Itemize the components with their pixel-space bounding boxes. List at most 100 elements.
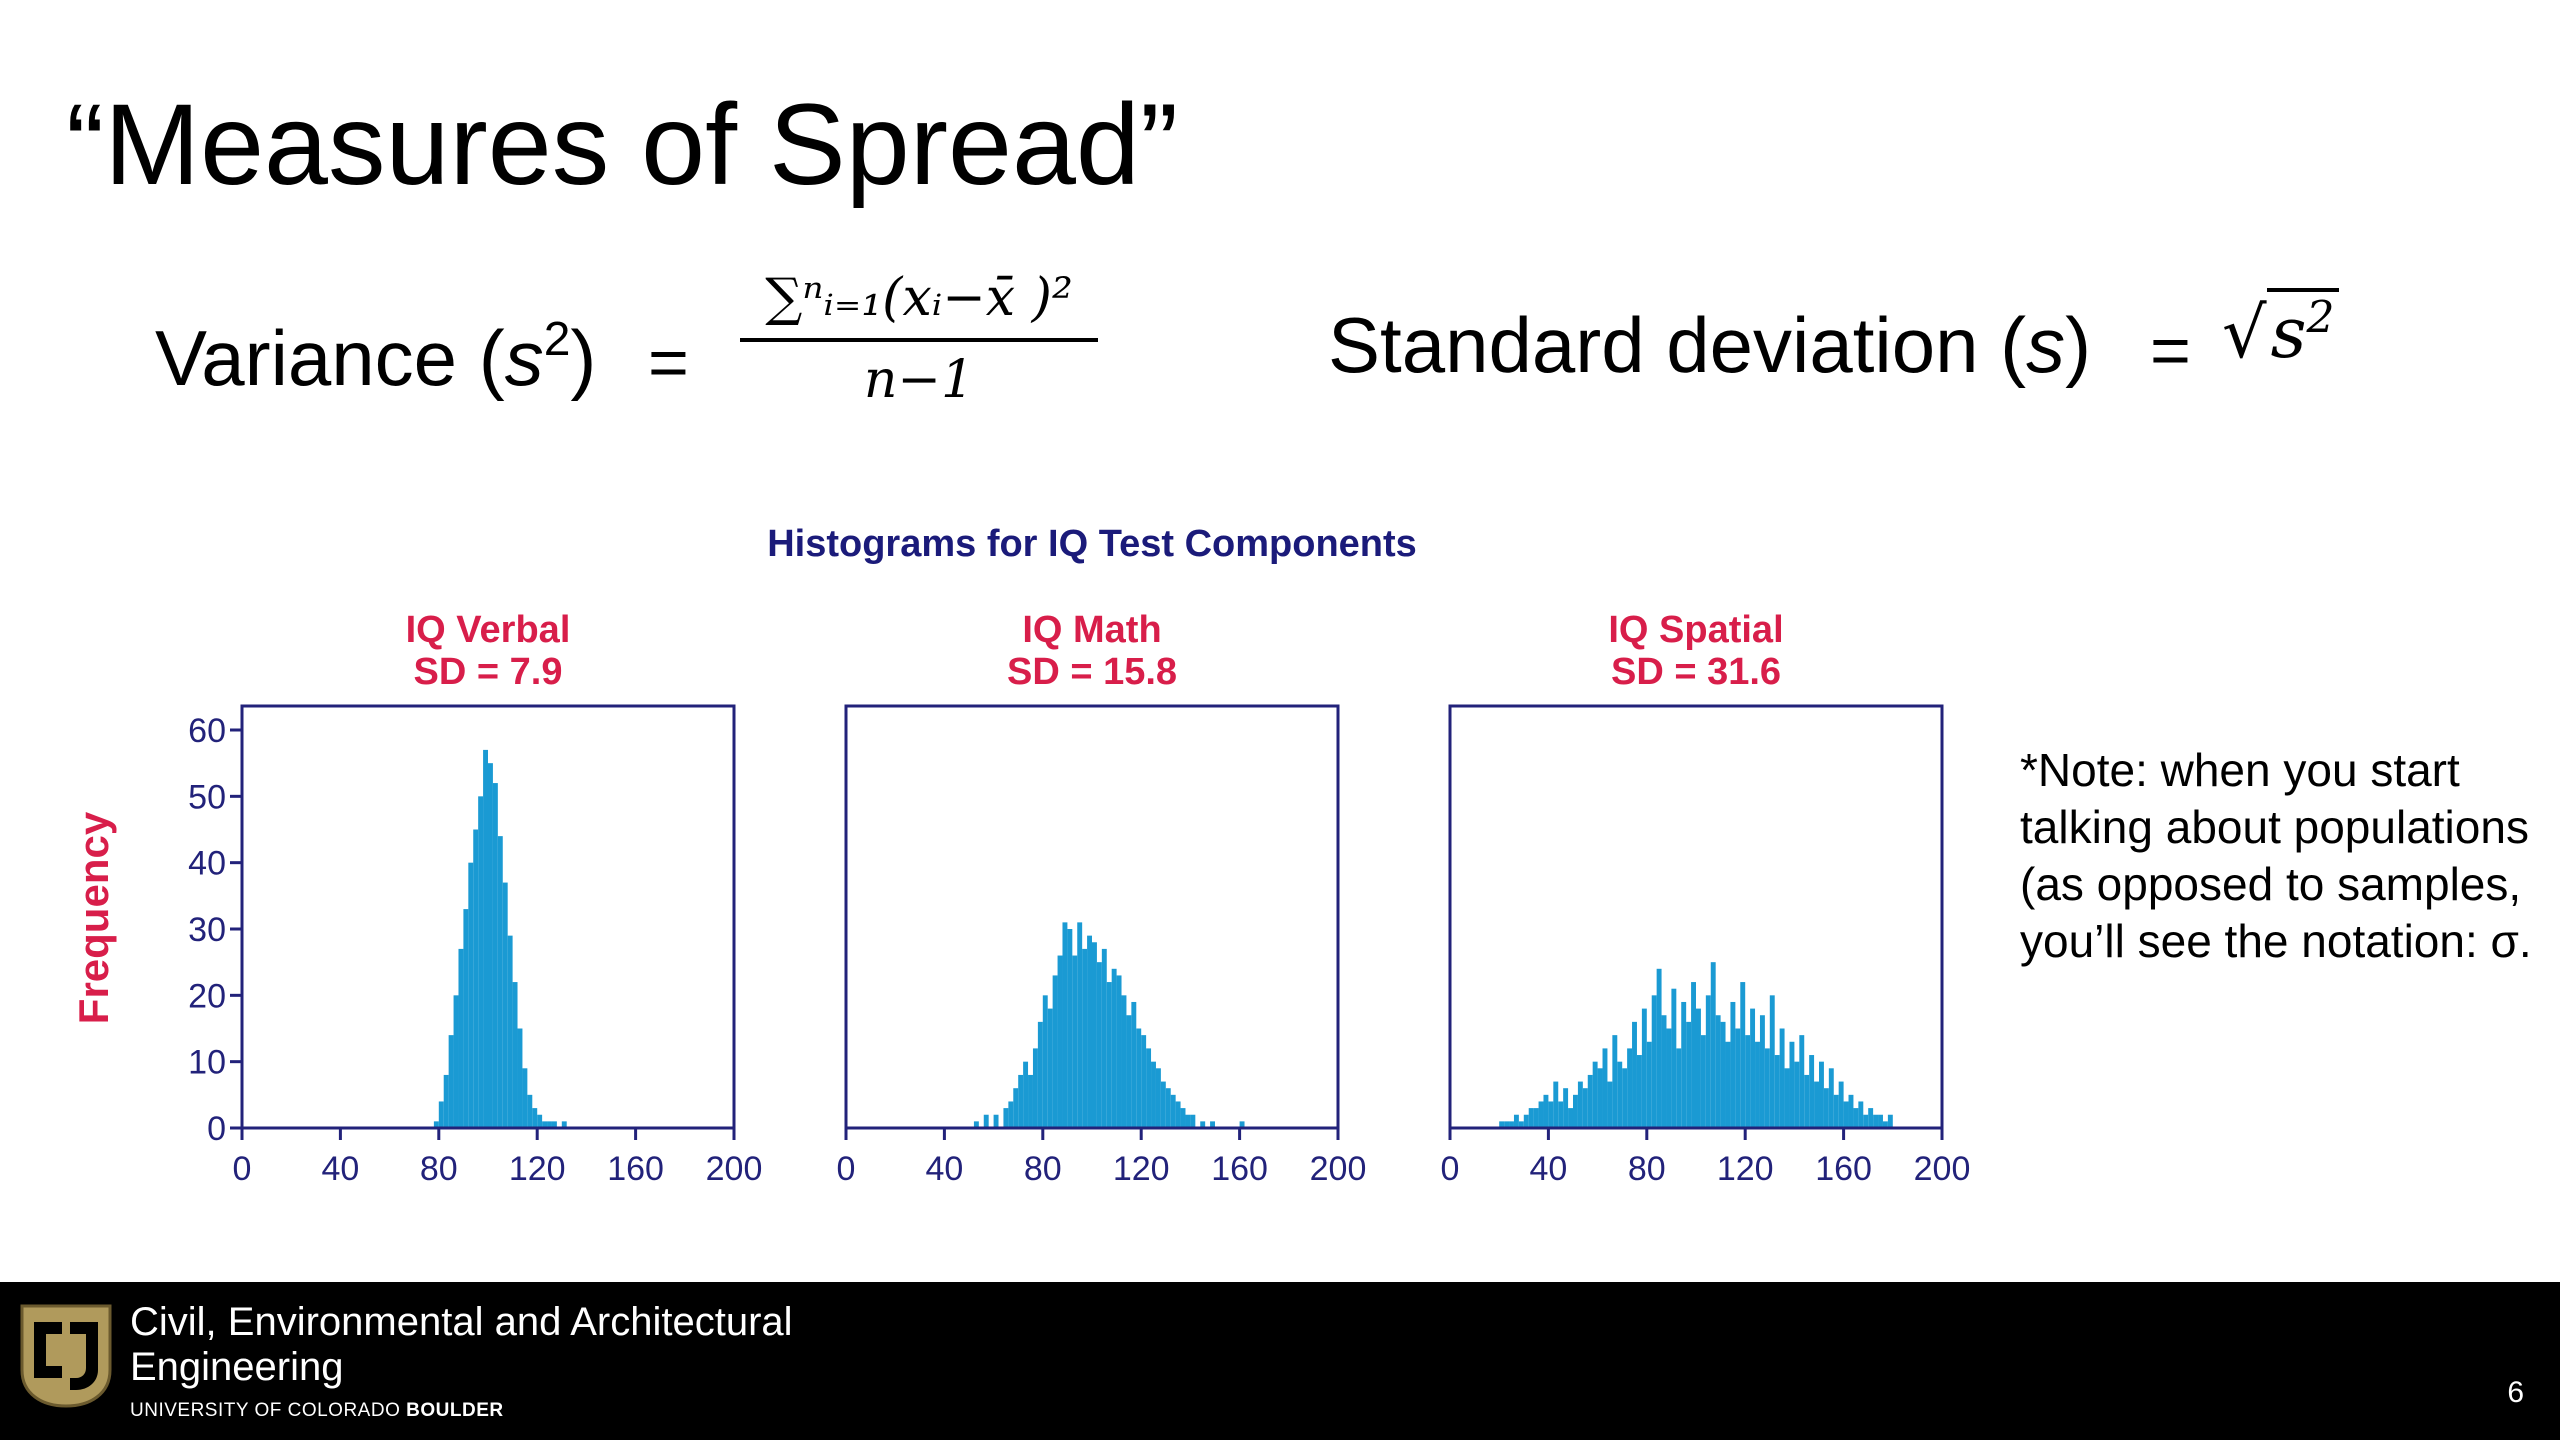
histogram-bar — [1180, 1108, 1186, 1128]
histogram-bar — [443, 1074, 449, 1128]
histogram-bar — [1794, 1061, 1800, 1128]
histogram-bar — [537, 1114, 543, 1128]
histogram-bar — [1538, 1101, 1544, 1128]
y-axis-label: Frequency — [70, 811, 117, 1024]
variance-symbol: s — [504, 314, 544, 402]
x-tick-label: 0 — [1441, 1150, 1460, 1188]
histogram-bar — [1838, 1081, 1844, 1128]
histogram-bar — [1141, 1035, 1147, 1128]
histogram-bar — [1656, 968, 1662, 1128]
histogram-bar — [1126, 1015, 1132, 1128]
histogram-bar — [522, 1068, 528, 1128]
x-tick-label: 40 — [925, 1150, 963, 1188]
histogram-bar — [1131, 1001, 1137, 1128]
x-tick-label: 0 — [233, 1150, 252, 1188]
histogram-bar — [1710, 962, 1716, 1128]
x-tick-label: 0 — [837, 1150, 856, 1188]
histogram-bar — [1819, 1061, 1824, 1128]
histogram-bar — [1597, 1068, 1603, 1128]
histogram-bar — [1528, 1108, 1534, 1128]
histogram-bar — [1632, 1021, 1637, 1128]
histogram-bar — [1641, 1008, 1647, 1128]
x-tick-label: 200 — [706, 1150, 763, 1188]
histogram-bar — [1735, 1028, 1741, 1128]
histogram-bar — [1116, 975, 1122, 1128]
histogram-bar — [1804, 1074, 1810, 1128]
university-name: UNIVERSITY OF COLORADO BOULDER — [130, 1400, 504, 1422]
histogram-bar — [438, 1101, 444, 1128]
histogram-bar — [492, 783, 498, 1128]
histogram-bar — [1789, 1041, 1795, 1128]
histogram-bar — [497, 836, 503, 1128]
histogram-bar — [561, 1121, 567, 1128]
histogram-bar — [1651, 995, 1657, 1128]
histogram-bar — [1018, 1074, 1024, 1128]
histogram-bar — [1622, 1068, 1628, 1128]
histogram-bar — [973, 1121, 979, 1128]
histogram-bar — [1681, 1001, 1687, 1128]
stddev-label: Standard deviation (s) — [1328, 300, 2091, 391]
histogram-bar — [468, 862, 474, 1128]
histogram-bar — [453, 995, 459, 1128]
histogram-bar — [1160, 1081, 1166, 1128]
histogram-bar — [527, 1094, 533, 1128]
footer-bar — [0, 1282, 2560, 1440]
histogram-bar — [512, 982, 518, 1128]
histogram-bar — [1730, 1001, 1736, 1128]
histogram-bar — [1037, 1021, 1043, 1128]
x-tick-label: 160 — [607, 1150, 664, 1188]
histogram-bar — [1878, 1114, 1883, 1128]
histogram-bar — [1691, 982, 1696, 1128]
histogram-bar — [1863, 1114, 1869, 1128]
histogram-bar — [1814, 1081, 1819, 1128]
histogram-bar — [1853, 1108, 1859, 1128]
histogram-bar — [1042, 995, 1048, 1128]
y-tick-label: 20 — [188, 977, 226, 1015]
x-tick-label: 40 — [1529, 1150, 1567, 1188]
sqrt-radicand: s2 — [2266, 288, 2339, 374]
histogram-bar — [1700, 1035, 1706, 1128]
histogram-bar — [1509, 1121, 1514, 1128]
panel-subtitle: SD = 15.8 — [1007, 651, 1177, 693]
histogram-bar — [1543, 1094, 1549, 1128]
x-tick-label: 80 — [1628, 1150, 1666, 1188]
histogram-bar — [1185, 1114, 1191, 1128]
histogram-bar — [547, 1121, 552, 1128]
histogram-bar — [1190, 1114, 1196, 1128]
histogram-bar — [1003, 1108, 1009, 1128]
histogram-bar — [1636, 1055, 1642, 1128]
histogram-bar — [1686, 1021, 1692, 1128]
panel-frame — [240, 704, 736, 1130]
histogram-bar — [1553, 1081, 1559, 1128]
histogram-bar — [1617, 1061, 1623, 1128]
x-tick-label: 160 — [1211, 1150, 1268, 1188]
histogram-bar — [1882, 1121, 1888, 1128]
histogram-bar — [1750, 1008, 1756, 1128]
histogram-bar — [1602, 1048, 1608, 1128]
variance-denominator: n−1 — [863, 350, 975, 410]
histogram-bar — [1858, 1101, 1864, 1128]
histogram-bar — [1666, 1028, 1672, 1128]
university-name-plain: UNIVERSITY OF COLORADO — [130, 1400, 407, 1421]
histogram-bar — [1023, 1061, 1029, 1128]
histogram-bar — [1146, 1048, 1152, 1128]
histogram-bar — [1513, 1114, 1519, 1128]
university-name-bold: BOULDER — [406, 1400, 504, 1421]
histogram-bar — [1833, 1094, 1839, 1128]
x-tick-label: 80 — [1024, 1150, 1062, 1188]
radicand-exponent: 2 — [2306, 292, 2335, 344]
x-tick-label: 120 — [509, 1150, 566, 1188]
y-tick-label: 50 — [188, 778, 226, 816]
histogram-bar — [1809, 1055, 1815, 1128]
histogram-bar — [1047, 1008, 1053, 1128]
histogram-bar — [1573, 1094, 1578, 1128]
panel-title: IQ Spatial — [1608, 609, 1783, 651]
histogram-bar — [1887, 1114, 1893, 1128]
population-note: *Note: when you start talking about popu… — [2020, 744, 2532, 967]
chart-title: Histograms for IQ Test Components — [767, 523, 1417, 565]
histogram-bar — [1755, 1041, 1760, 1128]
page-number: 6 — [2507, 1376, 2524, 1409]
histogram-bar — [1676, 1048, 1682, 1128]
